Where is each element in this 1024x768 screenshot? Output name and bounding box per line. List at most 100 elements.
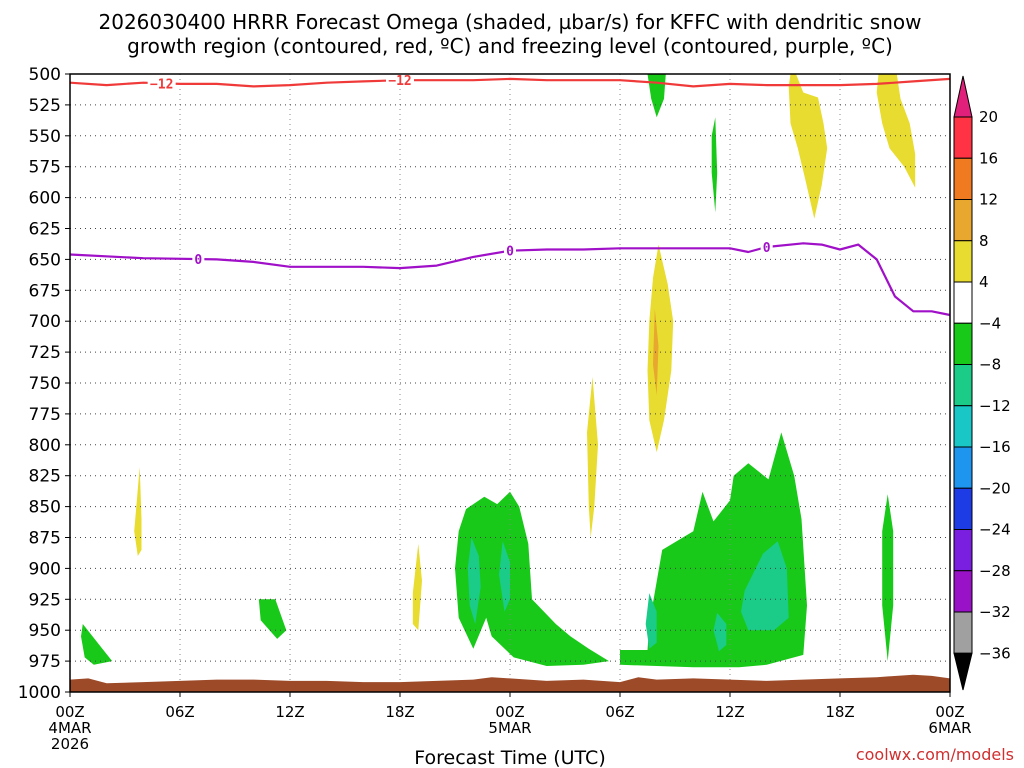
x-tick-label-2: 12Z [275, 703, 304, 721]
y-tick-label-4: 600 [29, 189, 61, 209]
omega-region-5 [587, 376, 598, 538]
colorbar-level-3: 12 [979, 191, 998, 209]
dgz-contour-label-1: −12 [150, 77, 173, 92]
x-tick-label-3: 18Z [385, 703, 414, 721]
freezing-contour-label-3: 0 [763, 241, 771, 256]
omega-region-13 [467, 537, 481, 624]
freezing-contour-label-bg-1 [192, 252, 205, 267]
y-tick-label-13: 825 [29, 467, 61, 487]
colorbar-level-11: −24 [979, 521, 1011, 539]
colorbar-level-10: −20 [979, 479, 1011, 497]
x-tick-label-0: 00Z 4MAR 2026 [48, 703, 91, 753]
omega-region-6 [134, 467, 142, 556]
y-tick-label-20: 1000 [18, 683, 61, 703]
terrain-surface [70, 674, 950, 692]
colorbar-level-7: −8 [979, 356, 1001, 374]
colorbar-swatch-8 [953, 405, 973, 448]
colorbar-swatch-9 [953, 446, 973, 489]
omega-region-19 [882, 494, 894, 662]
x-tick-label-5: 06Z [605, 703, 634, 721]
y-tick-label-8: 700 [29, 312, 61, 332]
colorbar-top-arrow [953, 75, 973, 118]
chart-title-line1: 2026030400 HRRR Forecast Omega (shaded, … [99, 10, 922, 34]
colorbar-level-6: −4 [979, 314, 1001, 332]
freezing-contour-label-2: 0 [506, 245, 514, 260]
colorbar-level-4: 8 [979, 232, 989, 250]
x-tick-label-4: 00Z 5MAR [488, 703, 531, 737]
y-tick-label-16: 900 [29, 559, 61, 579]
colorbar-level-14: −36 [979, 644, 1011, 662]
x-tick-label-8: 00Z 6MAR [928, 703, 971, 737]
freezing-contour-label-bg-3 [760, 240, 773, 255]
colorbar-bottom-arrow [953, 652, 973, 691]
dgz-contour-label-2: −12 [388, 74, 411, 89]
credit-text: coolwx.com/models [856, 745, 1014, 764]
y-axis-pressure: 500 525 550 575 600 625 650 675 700 725 750 775 800 8… [18, 65, 70, 703]
colorbar-swatch-6 [953, 322, 973, 365]
omega-region-9 [711, 117, 718, 213]
y-tick-label-12: 800 [29, 436, 61, 456]
x-axis-time: 00Z 4MAR 2026 06Z 12Z 18Z 00Z 5MAR 06Z 12Z 18Z 00Z 6… [48, 692, 972, 753]
x-tick-label-1: 06Z [165, 703, 194, 721]
omega-region-18 [741, 541, 789, 631]
colorbar-swatch-2 [953, 157, 973, 200]
dgz-contour-line [69, 77, 951, 88]
dgz-contour-label-bg-1 [147, 76, 176, 91]
dgz-contour-label-bg-2 [386, 73, 414, 88]
y-tick-label-9: 725 [29, 343, 61, 363]
colorbar-level-8: −12 [979, 397, 1011, 415]
y-tick-label-6: 650 [29, 250, 61, 270]
omega-region-16 [645, 593, 657, 649]
y-tick-label-10: 750 [29, 374, 61, 394]
y-tick-label-0: 500 [29, 65, 61, 85]
colorbar-legend: 20 16 12 8 4 −4 −8 −12 −16 −20 −24 −28 −32 −36 [953, 75, 1011, 691]
colorbar-swatch-10 [953, 487, 973, 530]
colorbar-swatch-7 [953, 364, 973, 407]
y-tick-label-3: 575 [29, 158, 61, 178]
omega-region-8 [647, 74, 666, 118]
omega-region-11 [258, 599, 287, 639]
y-tick-label-11: 775 [29, 405, 61, 425]
y-tick-label-18: 950 [29, 621, 61, 641]
omega-region-7 [412, 543, 422, 631]
y-tick-label-2: 550 [29, 127, 61, 147]
colorbar-swatch-1 [953, 116, 973, 159]
colorbar-level-12: −28 [979, 562, 1011, 580]
colorbar-swatch-11 [953, 529, 973, 572]
grid-lines [70, 74, 950, 692]
y-tick-label-17: 925 [29, 590, 61, 610]
colorbar-level-1: 20 [979, 108, 998, 126]
omega-region-2 [876, 74, 916, 188]
colorbar-level-2: 16 [979, 149, 998, 167]
freezing-contour-label-1: 0 [194, 253, 202, 268]
y-tick-label-7: 675 [29, 281, 61, 301]
omega-region-3 [647, 244, 674, 453]
contour-lines: −12 −12 0 0 0 [69, 73, 951, 317]
y-tick-label-1: 525 [29, 96, 61, 116]
colorbar-level-5: 4 [979, 273, 989, 291]
colorbar-swatch-4 [953, 240, 973, 283]
colorbar-level-9: −16 [979, 438, 1011, 456]
omega-region-17 [713, 612, 727, 652]
omega-region-14 [499, 541, 510, 612]
x-axis-label: Forecast Time (UTC) [414, 747, 605, 768]
y-tick-label-15: 875 [29, 529, 61, 549]
x-tick-label-7: 18Z [825, 703, 854, 721]
y-tick-label-19: 975 [29, 652, 61, 672]
colorbar-swatch-3 [953, 199, 973, 242]
omega-region-10 [81, 624, 113, 665]
x-tick-label-6: 12Z [715, 703, 744, 721]
colorbar-swatch-12 [953, 570, 973, 613]
terrain-layer [70, 674, 950, 692]
colorbar-swatch-13 [953, 611, 973, 654]
y-tick-label-14: 850 [29, 498, 61, 518]
colorbar-level-13: −32 [979, 603, 1011, 621]
freezing-contour-line [69, 242, 951, 317]
omega-region-1 [788, 74, 828, 219]
omega-region-12 [455, 491, 609, 666]
chart-title-line2: growth region (contoured, red, ºC) and f… [127, 34, 893, 58]
colorbar-swatch-5 [953, 281, 973, 324]
freezing-contour-label-bg-2 [504, 243, 516, 258]
y-tick-label-5: 625 [29, 220, 61, 240]
